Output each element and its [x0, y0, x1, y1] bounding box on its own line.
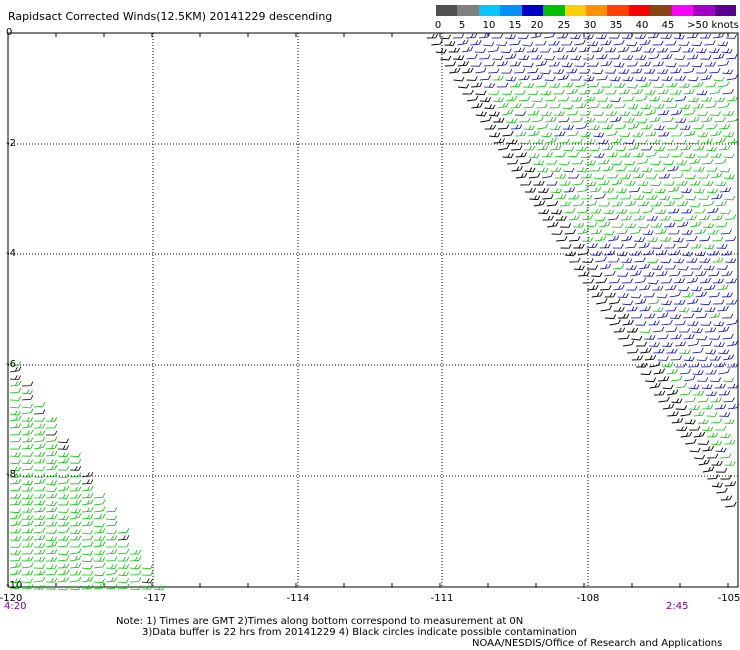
lon-label-minus-111: -111: [430, 593, 454, 604]
legend-label: 0: [434, 20, 442, 31]
legend-swatch: [436, 5, 458, 16]
legend-swatch: [607, 5, 630, 16]
lat-label-0: 0: [6, 27, 13, 38]
legend-swatch: [693, 5, 716, 16]
legend-label: 40: [635, 20, 649, 31]
lat-label-minus-6: -6: [6, 359, 16, 370]
time-label-left: 4:20: [4, 601, 27, 612]
legend-label: 25: [557, 20, 571, 31]
notes-block: Note: 1) Times are GMT 2)Times along bot…: [116, 616, 577, 638]
map-frame: [7, 32, 739, 588]
lon-label-minus-117: -117: [143, 593, 167, 604]
legend-label: >50 knots: [687, 20, 739, 31]
wind-barb-group: [9, 366, 153, 584]
legend-swatch: [500, 5, 523, 16]
lon-label-minus-114: -114: [286, 593, 310, 604]
legend-swatch: [521, 5, 544, 16]
lat-label-minus-4: -4: [6, 248, 16, 259]
lon-label-minus-108: -108: [576, 593, 600, 604]
legend-swatch: [543, 5, 566, 16]
lat-lon-grid: [7, 32, 739, 588]
lat-label-minus-2: -2: [6, 138, 16, 149]
map-title: Rapidsact Corrected Winds(12.5KM) 201412…: [8, 10, 333, 23]
legend-swatch: [650, 5, 673, 16]
lon-label-minus-105: -105: [717, 593, 740, 604]
legend-label: 20: [530, 20, 544, 31]
wind-barbs: [9, 32, 740, 591]
legend-swatch: [478, 5, 501, 16]
legend-swatch: [671, 5, 694, 16]
note-line-2: 3)Data buffer is 22 hrs from 20141229 4)…: [142, 627, 577, 638]
legend-label: 35: [609, 20, 623, 31]
lon-label-minus-120: -120: [0, 593, 23, 604]
credit-text: NOAA/NESDIS/Office of Research and Appli…: [472, 638, 723, 649]
legend-label: 30: [583, 20, 597, 31]
lat-label-minus-8: -8: [6, 469, 16, 480]
wind-speed-legend: 0 5 10 15 20 25 30 35 40 45 >50 knots: [434, 5, 739, 33]
wind-barb-group: [426, 33, 737, 508]
legend-swatch: [714, 5, 737, 16]
legend-label: 5: [458, 20, 466, 31]
wind-barb-group: [9, 75, 739, 591]
legend-swatch: [457, 5, 480, 16]
wind-barb-group: [452, 32, 740, 453]
legend-swatch: [564, 5, 587, 16]
time-label-right: 2:45: [666, 601, 689, 612]
lat-label-minus-10: -10: [6, 580, 23, 591]
legend-label: 10: [482, 20, 496, 31]
legend-swatch: [628, 5, 651, 16]
legend-label: 15: [508, 20, 522, 31]
note-line-1: Note: 1) Times are GMT 2)Times along bot…: [116, 616, 524, 627]
legend-label: 45: [661, 20, 675, 31]
legend-swatch: [586, 5, 608, 16]
